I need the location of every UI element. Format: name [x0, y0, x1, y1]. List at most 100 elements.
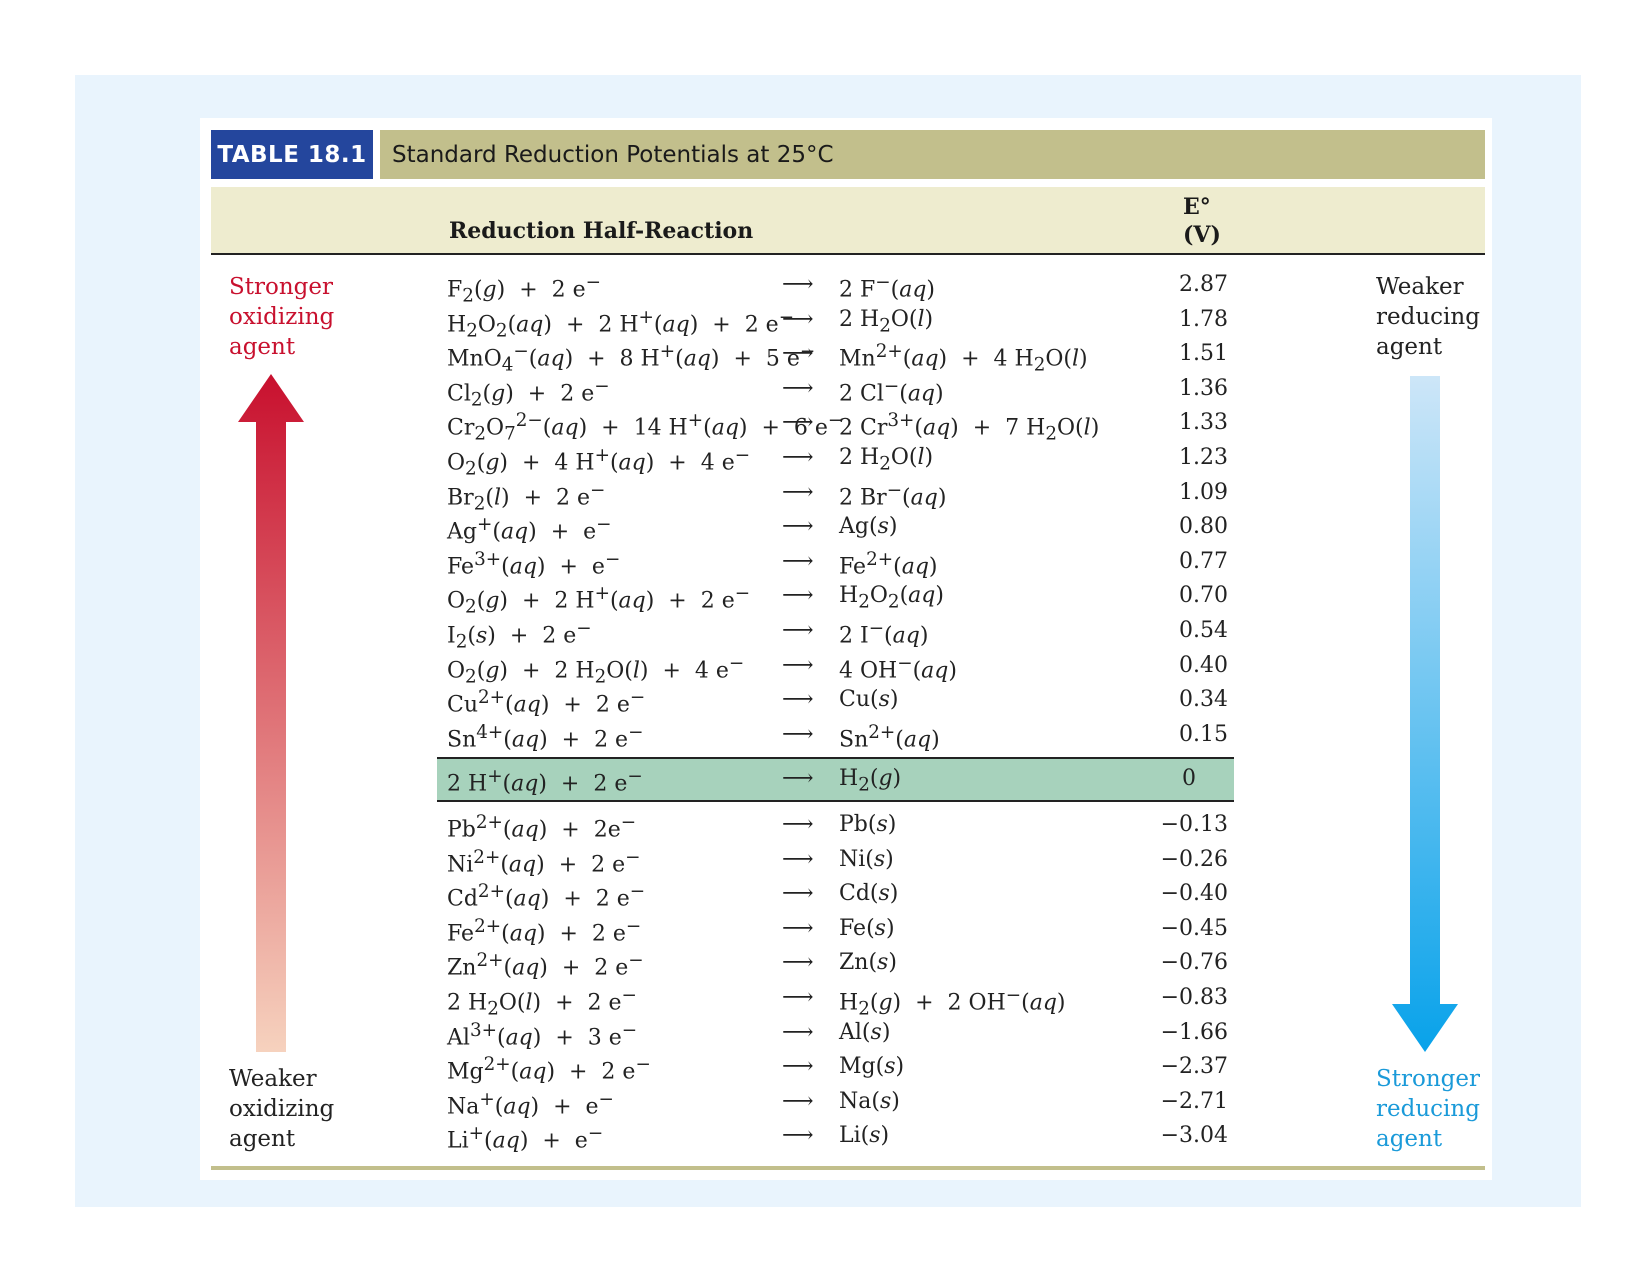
- products: 2 H2O(l): [839, 306, 934, 336]
- reaction-arrow-icon: ⟶: [782, 766, 814, 791]
- potential-symbol: E°: [1183, 194, 1211, 220]
- reactants: Fe3+(aq) + e−: [447, 548, 621, 580]
- reaction-arrow-icon: ⟶: [782, 272, 814, 297]
- standard-potential: 2.87: [1179, 272, 1228, 297]
- standard-potential: −1.66: [1160, 1019, 1228, 1045]
- reaction-arrow-icon: ⟶: [782, 1123, 814, 1149]
- reaction-row: Ag+(aq) + e− ⟶ Ag(s) 0.80: [0, 510, 1650, 544]
- standard-potential: −3.04: [1160, 1123, 1228, 1149]
- right-bottom-line-3: agent: [1376, 1126, 1443, 1152]
- products: 4 OH−(aq): [839, 652, 957, 683]
- reaction-arrow-icon: ⟶: [782, 1054, 814, 1080]
- reaction-arrow-icon: ⟶: [782, 985, 814, 1010]
- reaction-row: Zn2+(aq) + 2 e− ⟶ Zn(s) −0.76: [0, 946, 1650, 980]
- products: Fe2+(aq): [839, 548, 938, 580]
- reactants: H2O2(aq) + 2 H+(aq) + 2 e−: [447, 306, 795, 342]
- reaction-arrow-icon: ⟶: [782, 306, 814, 332]
- reaction-arrow-icon: ⟶: [782, 1088, 814, 1114]
- standard-potential: 1.09: [1179, 479, 1228, 505]
- reactants: Fe2+(aq) + 2 e−: [447, 915, 642, 947]
- products: Pb(s): [839, 812, 897, 837]
- reaction-row: Mg2+(aq) + 2 e− ⟶ Mg(s) −2.37: [0, 1050, 1650, 1084]
- reaction-row: MnO4−(aq) + 8 H+(aq) + 5 e− ⟶ Mn2+(aq) + 4…: [0, 337, 1650, 376]
- standard-potential: −0.13: [1160, 812, 1228, 837]
- reaction-row: Fe3+(aq) + e− ⟶ Fe2+(aq) 0.77: [0, 545, 1650, 579]
- reaction-row: Sn4+(aq) + 2 e− ⟶ Sn2+(aq) 0.15: [0, 718, 1650, 752]
- standard-potential: 1.33: [1179, 410, 1228, 436]
- right-bottom-line-2: reducing: [1376, 1096, 1480, 1122]
- products: 2 Br−(aq): [839, 479, 947, 510]
- reactants: Al3+(aq) + 3 e−: [447, 1019, 638, 1050]
- reactants: Ag+(aq) + e−: [447, 514, 612, 545]
- right-top-line-1: Weaker: [1376, 274, 1464, 300]
- column-header-potential: E° (V): [1183, 193, 1221, 249]
- left-bottom-label: Weaker oxidizing agent: [229, 1064, 334, 1154]
- reactants: Br2(l) + 2 e−: [447, 479, 606, 515]
- reactants: Zn2+(aq) + 2 e−: [447, 950, 644, 981]
- reactants: MnO4−(aq) + 8 H+(aq) + 5 e−: [447, 341, 816, 376]
- standard-potential: −0.45: [1160, 915, 1228, 941]
- products: Ni(s): [839, 846, 894, 872]
- increasing-reducing-strength-arrow-icon: [1392, 376, 1458, 1052]
- standard-potential: −2.37: [1160, 1054, 1228, 1080]
- reaction-arrow-icon: ⟶: [782, 652, 814, 678]
- reactants: Li+(aq) + e−: [447, 1123, 604, 1154]
- reactants: Cr2O72−(aq) + 14 H+(aq) + 6 e−: [447, 410, 844, 446]
- reaction-arrow-icon: ⟶: [782, 479, 814, 505]
- products: 2 I−(aq): [839, 618, 929, 649]
- reaction-arrow-icon: ⟶: [782, 846, 814, 872]
- potential-unit: (V): [1183, 222, 1221, 248]
- reaction-arrow-icon: ⟶: [782, 881, 814, 907]
- products: Li(s): [839, 1123, 890, 1149]
- reaction-row: Pb2+(aq) + 2e− ⟶ Pb(s) −0.13: [0, 808, 1650, 842]
- left-bottom-line-2: oxidizing: [229, 1096, 335, 1122]
- reactants: Mg2+(aq) + 2 e−: [447, 1054, 651, 1085]
- reaction-row: I2(s) + 2 e− ⟶ 2 I−(aq) 0.54: [0, 614, 1650, 653]
- reaction-row: 2 H2O(l) + 2 e− ⟶ H2(g) + 2 OH−(aq) −0.83: [0, 981, 1650, 1020]
- products: H2(g): [839, 766, 902, 796]
- reaction-row: Ni2+(aq) + 2 e− ⟶ Ni(s) −0.26: [0, 843, 1650, 877]
- products: 2 H2O(l): [839, 445, 934, 475]
- products: Zn(s): [839, 950, 897, 976]
- reaction-arrow-icon: ⟶: [782, 514, 814, 540]
- reactants: Ni2+(aq) + 2 e−: [447, 846, 641, 877]
- right-top-line-2: reducing: [1376, 304, 1480, 330]
- reactants: Cu2+(aq) + 2 e−: [447, 687, 646, 718]
- reference-row-hydrogen: 2 H+(aq) + 2 e− ⟶ H2(g) 0: [0, 762, 1650, 796]
- reactants: Pb2+(aq) + 2e−: [447, 812, 637, 843]
- table-tag: TABLE 18.1: [211, 130, 373, 179]
- standard-potential: −0.40: [1160, 881, 1228, 907]
- reaction-row: O2(g) + 4 H+(aq) + 4 e− ⟶ 2 H2O(l) 1.23: [0, 441, 1650, 480]
- reaction-arrow-icon: ⟶: [782, 618, 814, 643]
- reaction-arrow-icon: ⟶: [782, 950, 814, 976]
- left-top-line-1: Stronger: [229, 274, 333, 300]
- standard-potential: 1.78: [1179, 306, 1228, 332]
- bottom-rule: [211, 1166, 1485, 1170]
- reactants: Na+(aq) + e−: [447, 1088, 614, 1120]
- reaction-arrow-icon: ⟶: [782, 583, 814, 609]
- reaction-arrow-icon: ⟶: [782, 410, 814, 436]
- standard-potential: −0.26: [1160, 846, 1228, 872]
- reaction-arrow-icon: ⟶: [782, 375, 814, 401]
- standard-potential: 0: [1182, 766, 1196, 791]
- left-top-line-3: agent: [229, 334, 296, 360]
- left-bottom-line-3: agent: [229, 1126, 296, 1152]
- reactants: 2 H+(aq) + 2 e−: [447, 766, 643, 797]
- left-top-line-2: oxidizing: [229, 304, 335, 330]
- products: Sn2+(aq): [839, 721, 940, 753]
- reactants: O2(g) + 4 H+(aq) + 4 e−: [447, 445, 751, 480]
- reaction-arrow-icon: ⟶: [782, 548, 814, 574]
- reaction-arrow-icon: ⟶: [782, 445, 814, 470]
- standard-potential: 0.34: [1179, 687, 1228, 713]
- standard-potential: 0.54: [1179, 618, 1228, 643]
- products: 2 Cl−(aq): [839, 375, 944, 407]
- reaction-arrow-icon: ⟶: [782, 812, 814, 837]
- standard-potential: 1.51: [1179, 341, 1228, 367]
- reaction-row: Cr2O72−(aq) + 14 H+(aq) + 6 e− ⟶ 2 Cr3+(aq…: [0, 406, 1650, 445]
- reactants: I2(s) + 2 e−: [447, 618, 592, 653]
- reaction-arrow-icon: ⟶: [782, 1019, 814, 1045]
- reaction-arrow-icon: ⟶: [782, 915, 814, 941]
- products: 2 F−(aq): [839, 272, 936, 303]
- table-card: [200, 118, 1492, 1180]
- products: Ag(s): [839, 514, 898, 540]
